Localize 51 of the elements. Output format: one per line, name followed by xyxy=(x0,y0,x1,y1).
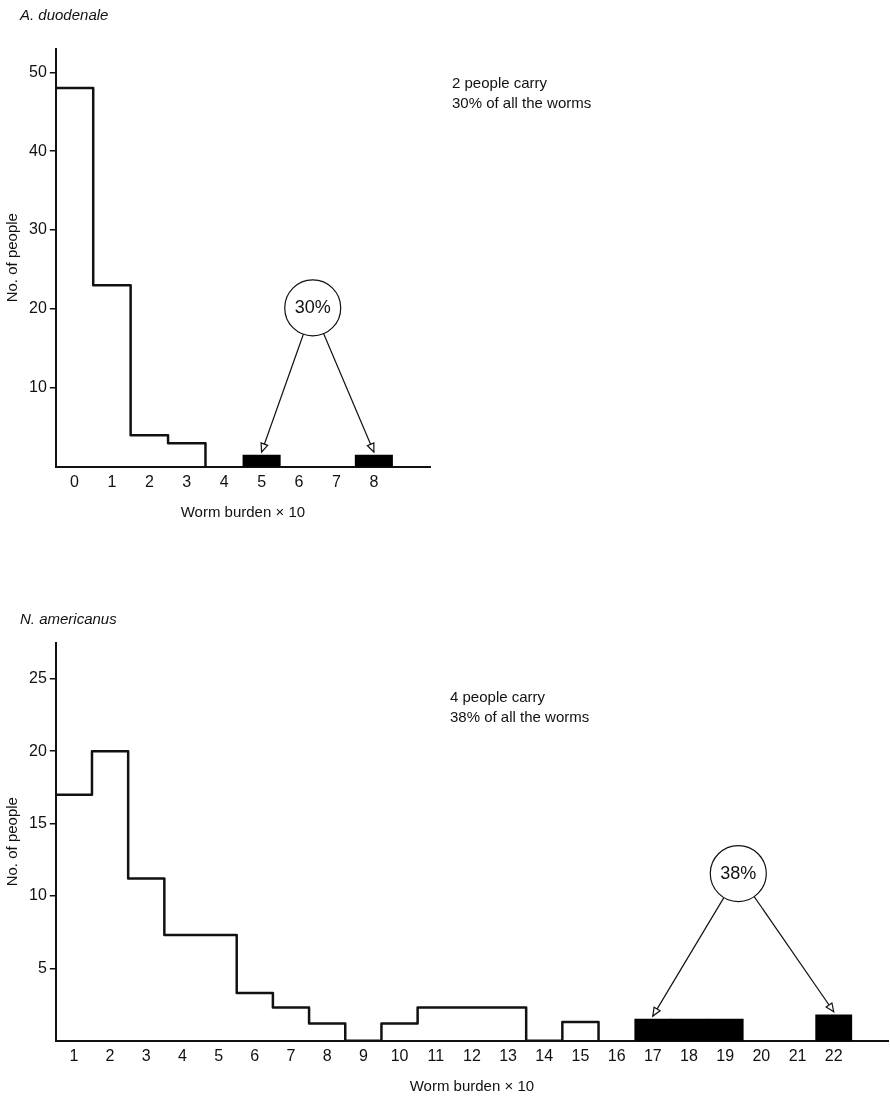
annotation: 38% xyxy=(720,862,757,883)
x-axis-title: Worm burden × 10 xyxy=(409,1077,535,1095)
annotation: 4 people carry 38% of all the worms xyxy=(450,687,590,725)
y-tick-label: 10 xyxy=(29,886,47,904)
y-tick-label: 50 xyxy=(29,62,47,80)
x-tick-label: 6 xyxy=(294,472,304,490)
x-tick-label: 9 xyxy=(358,1046,368,1064)
text: 2 people carry 30% of all the worms xyxy=(452,73,592,111)
x-tick-label: 11 xyxy=(427,1046,445,1064)
y-axis-title: No. of people xyxy=(3,797,21,887)
x-tick-label: 7 xyxy=(286,1046,296,1064)
y-tick-label: 20 xyxy=(29,299,47,317)
x-tick-label: 13 xyxy=(499,1046,518,1064)
x-tick-label: 10 xyxy=(390,1046,409,1064)
y-tick-label: 20 xyxy=(29,741,47,759)
x-tick-label: 14 xyxy=(535,1046,554,1064)
x-tick-label: 8 xyxy=(369,472,379,490)
chart-title: N. americanus xyxy=(20,610,117,627)
annotation: 30% xyxy=(294,296,331,317)
x-tick-label: 3 xyxy=(182,472,192,490)
y-tick-label: 5 xyxy=(37,958,47,976)
y-tick-label: 40 xyxy=(29,141,47,159)
x-tick-label: 16 xyxy=(607,1046,626,1064)
x-tick-label: 1 xyxy=(69,1046,79,1064)
y-tick-label: 25 xyxy=(29,669,47,687)
x-tick-label: 0 xyxy=(70,472,80,490)
x-tick-label: 5 xyxy=(214,1046,224,1064)
x-tick-label: 21 xyxy=(788,1046,807,1064)
y-axis-title: No. of people xyxy=(3,213,21,303)
x-tick-label: 20 xyxy=(752,1046,771,1064)
y-tick-label: 30 xyxy=(29,220,47,238)
y-tick-label: 15 xyxy=(29,814,47,832)
x-tick-label: 1 xyxy=(107,472,117,490)
x-tick-label: 17 xyxy=(643,1046,662,1064)
x-tick-label: 22 xyxy=(824,1046,843,1064)
x-tick-label: 12 xyxy=(463,1046,481,1064)
x-tick-label: 7 xyxy=(332,472,341,490)
x-tick-label: 8 xyxy=(322,1046,332,1064)
x-tick-label: 5 xyxy=(257,472,267,490)
x-axis-title: Worm burden × 10 xyxy=(180,503,306,521)
x-tick-label: 2 xyxy=(144,472,154,490)
x-tick-label: 6 xyxy=(250,1046,260,1064)
y-tick-label: 10 xyxy=(29,378,47,396)
chart-title: A. duodenale xyxy=(20,6,109,23)
x-tick-label: 19 xyxy=(716,1046,735,1064)
x-tick-label: 2 xyxy=(105,1046,115,1064)
x-tick-label: 15 xyxy=(571,1046,590,1064)
x-tick-label: 3 xyxy=(141,1046,151,1064)
x-tick-label: 18 xyxy=(680,1046,698,1064)
x-tick-label: 4 xyxy=(177,1046,187,1064)
x-tick-label: 4 xyxy=(219,472,229,490)
